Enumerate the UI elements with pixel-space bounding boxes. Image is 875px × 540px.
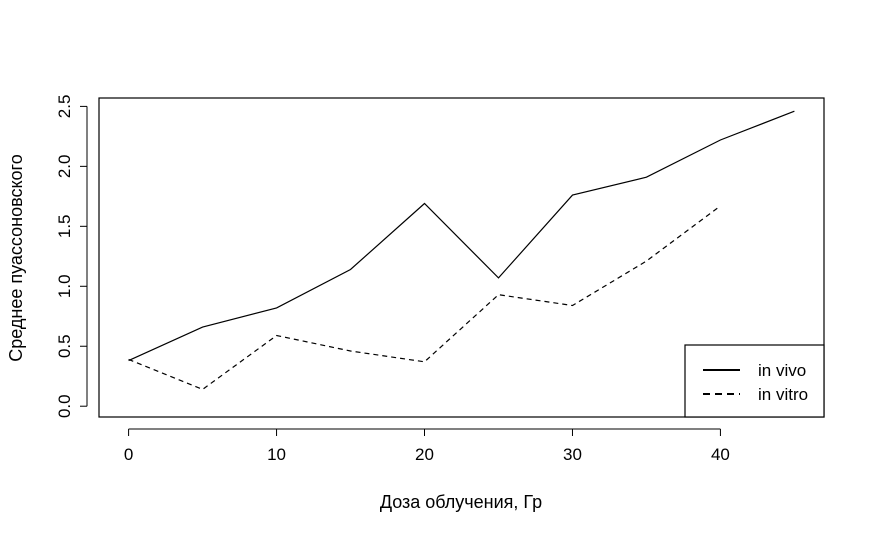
y-tick-label: 1.5 — [55, 214, 74, 238]
y-tick-label: 2.5 — [55, 95, 74, 119]
y-axis: 0.0 0.5 1.0 1.5 2.0 2.5 — [55, 95, 88, 418]
y-tick-label: 1.0 — [55, 274, 74, 298]
legend-label-in-vivo: in vivo — [758, 361, 806, 380]
x-tick-label: 40 — [711, 445, 730, 464]
x-tick-label: 0 — [124, 445, 133, 464]
y-tick-label: 0.0 — [55, 394, 74, 418]
y-tick-label: 0.5 — [55, 334, 74, 358]
series-line-in-vitro — [128, 205, 721, 391]
plot-frame — [98, 97, 825, 418]
legend-box — [684, 344, 825, 418]
x-tick-label: 20 — [415, 445, 434, 464]
y-axis-title: Среднее пуассоновского — [6, 154, 26, 361]
series-layer — [128, 110, 795, 391]
x-tick-label: 30 — [563, 445, 582, 464]
x-axis-title: Доза облучения, Гр — [380, 492, 542, 512]
legend: in vivo in vitro — [684, 344, 825, 418]
series-line-in-vivo — [128, 110, 795, 362]
x-axis: 0 10 20 30 40 — [124, 428, 730, 464]
x-tick-label: 10 — [267, 445, 286, 464]
legend-label-in-vitro: in vitro — [758, 385, 808, 404]
y-tick-label: 2.0 — [55, 155, 74, 179]
